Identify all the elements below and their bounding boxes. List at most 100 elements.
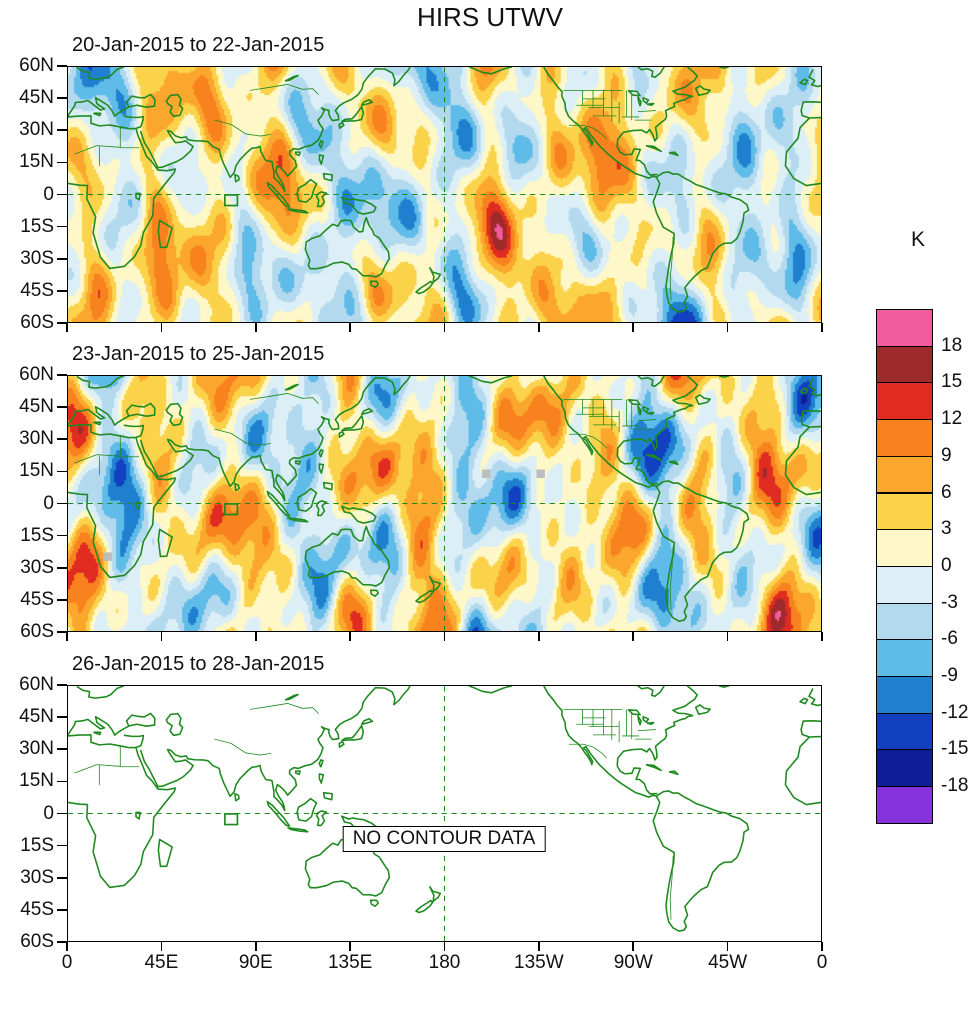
lat-tick-label: 45S — [20, 279, 54, 301]
axis-tick — [57, 812, 67, 815]
axis-tick — [160, 942, 163, 951]
axis-tick — [632, 942, 635, 951]
axis-tick — [821, 632, 823, 641]
lat-tick-label: 0 — [43, 183, 54, 205]
colorbar-cell — [876, 382, 933, 421]
colorbar-cell — [876, 639, 933, 677]
lat-tick-label: 60N — [19, 674, 54, 695]
lat-tick-label: 15N — [19, 460, 54, 482]
lat-tick-label: 30S — [20, 866, 54, 888]
axis-tick — [821, 323, 823, 332]
axis-tick — [57, 65, 67, 67]
lat-tick-label: 60S — [20, 931, 54, 952]
axis-tick — [57, 941, 67, 943]
axis-tick — [57, 193, 67, 196]
axis-tick — [254, 942, 257, 951]
axis-tick — [57, 780, 67, 783]
axis-tick — [57, 716, 67, 718]
colorbar-tick-label: 9 — [941, 444, 952, 466]
lon-tick-label: 90E — [238, 952, 273, 973]
colorbar-cell — [876, 786, 933, 824]
colorbar-cell — [876, 309, 933, 347]
lat-tick-label: 0 — [43, 492, 54, 514]
panel-1-title: 20-Jan-2015 to 22-Jan-2015 — [72, 34, 325, 56]
lat-tick-label: 30S — [20, 556, 54, 578]
axis-tick — [57, 129, 67, 132]
colorbar-tick-label: 3 — [941, 518, 952, 540]
axis-tick — [57, 257, 67, 260]
axis-tick — [538, 942, 540, 951]
axis-tick — [349, 942, 351, 951]
axis-tick — [57, 909, 67, 911]
lat-tick-label: 60S — [20, 621, 54, 642]
colorbar-tick-label: 12 — [941, 408, 963, 430]
colorbar-cell — [876, 455, 933, 494]
lat-tick-label: 45N — [19, 396, 54, 418]
colorbar-cell — [876, 676, 933, 714]
axis-tick — [538, 632, 540, 641]
colorbar-cell — [876, 602, 933, 641]
colorbar-unit-label: K — [910, 228, 925, 251]
axis-tick — [349, 632, 351, 641]
lat-tick-label: 45N — [19, 87, 54, 109]
lat-tick-label: 30N — [19, 119, 54, 141]
coastline-map — [68, 376, 821, 631]
colorbar-tick-label: 0 — [941, 554, 952, 576]
coastline-map — [68, 686, 821, 941]
axis-tick — [254, 323, 257, 332]
lat-tick-label: 45N — [19, 706, 54, 728]
lat-tick-label: 60N — [19, 55, 54, 76]
lat-tick-label: 15N — [19, 151, 54, 173]
axis-tick — [57, 225, 67, 228]
axis-tick — [160, 323, 163, 332]
panel-1-map — [67, 66, 822, 323]
lon-tick-label: 0 — [816, 952, 828, 973]
colorbar-cell — [876, 565, 933, 604]
lon-tick-label: 45W — [708, 952, 748, 973]
lat-tick-label: 45S — [20, 898, 54, 920]
axis-tick — [254, 632, 257, 641]
colorbar-tick-label: -12 — [941, 701, 969, 723]
colorbar-tick-label: -18 — [941, 775, 969, 797]
axis-tick — [57, 438, 67, 441]
axis-tick — [443, 323, 446, 332]
axis-tick — [57, 374, 67, 376]
axis-tick — [443, 942, 446, 951]
colorbar-tick-label: -9 — [941, 665, 958, 686]
lon-tick-label: 90W — [613, 952, 653, 973]
no-contour-data-label: NO CONTOUR DATA — [342, 826, 546, 852]
axis-tick — [57, 502, 67, 505]
colorbar-cell — [876, 712, 933, 751]
colorbar-cell — [876, 492, 933, 531]
axis-tick — [57, 844, 67, 847]
panel-3-title: 26-Jan-2015 to 28-Jan-2015 — [72, 653, 325, 675]
axis-tick — [57, 748, 67, 751]
axis-tick — [726, 323, 729, 332]
axis-tick — [57, 876, 67, 879]
lat-tick-label: 15S — [20, 215, 54, 237]
colorbar-tick-label: 15 — [941, 371, 963, 393]
figure-title: HIRS UTWV — [417, 2, 563, 32]
axis-tick — [57, 566, 67, 569]
lat-tick-label: 45S — [20, 588, 54, 610]
panel-2-title: 23-Jan-2015 to 25-Jan-2015 — [72, 343, 325, 365]
axis-tick — [57, 534, 67, 537]
axis-tick — [57, 322, 67, 324]
lat-tick-label: 60S — [20, 312, 54, 333]
panel-3-map — [67, 685, 822, 942]
axis-tick — [57, 470, 67, 473]
lat-tick-label: 0 — [43, 802, 54, 824]
axis-tick — [632, 632, 635, 641]
axis-tick — [57, 631, 67, 633]
lat-tick-label: 60N — [19, 364, 54, 385]
axis-tick — [349, 323, 351, 332]
colorbar-cell — [876, 529, 933, 567]
colorbar-tick-label: -3 — [941, 591, 958, 613]
axis-tick — [57, 97, 67, 99]
axis-tick — [821, 942, 823, 951]
axis-tick — [57, 161, 67, 164]
axis-tick — [66, 942, 68, 951]
lat-tick-label: 15S — [20, 524, 54, 546]
colorbar-cell — [876, 749, 933, 788]
